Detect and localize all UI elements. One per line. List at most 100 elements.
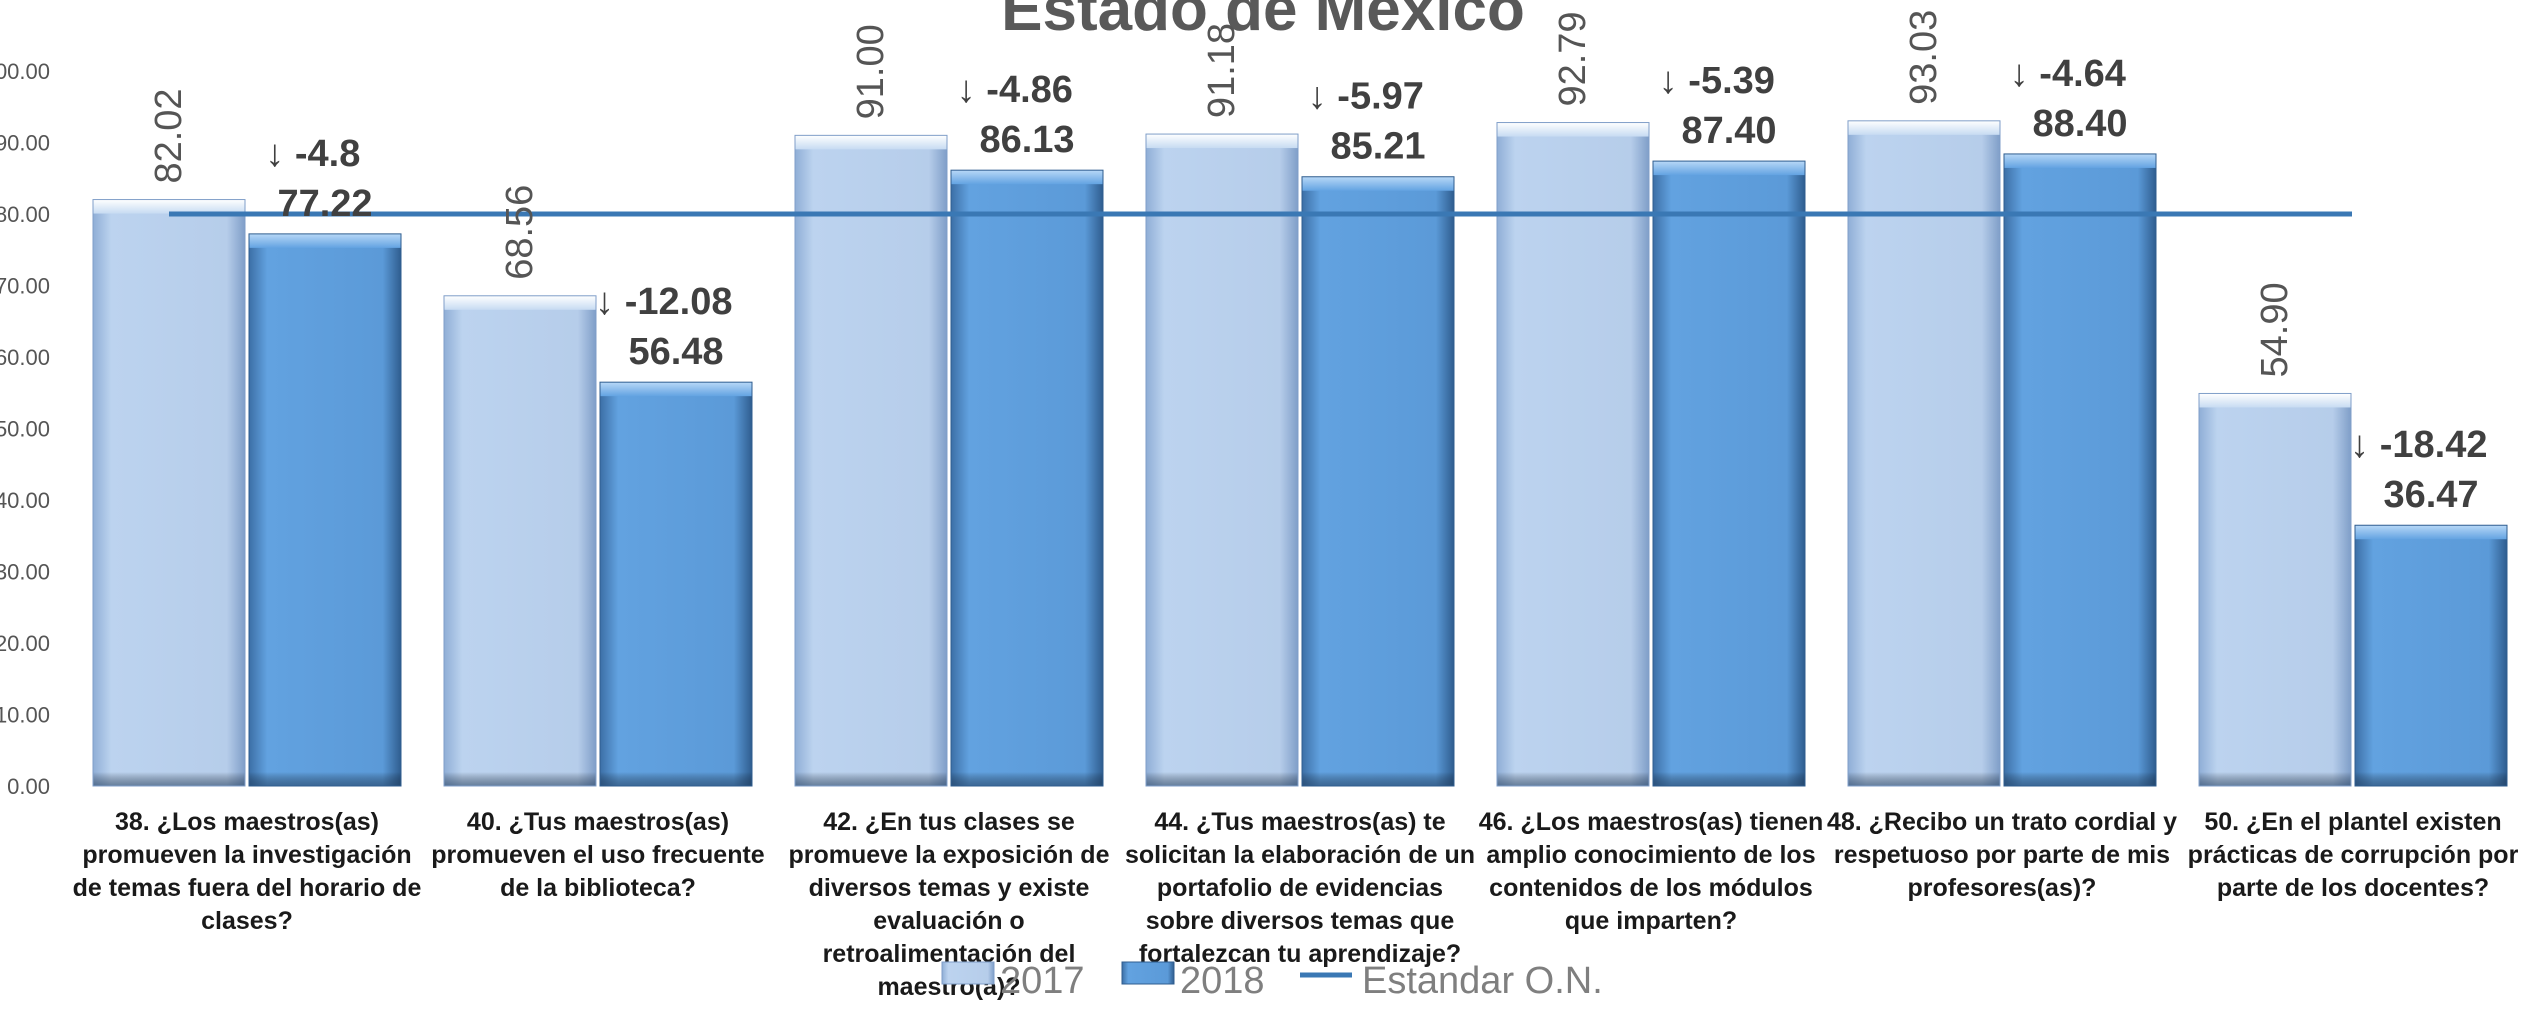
bar-top-bevel	[2004, 153, 2156, 168]
bar-body	[2199, 393, 2351, 786]
bar-outline	[1145, 133, 1299, 787]
y-tick-label: 70.00	[0, 274, 50, 299]
bar-2018-5	[1652, 160, 1806, 787]
bar-2018-7	[2354, 524, 2508, 787]
bar-bottom-bevel	[1653, 772, 1805, 786]
bar-top-bevel	[1146, 134, 1298, 149]
bar-body	[795, 135, 947, 787]
bar-bottom-bevel	[600, 772, 752, 786]
bar-outline	[1847, 120, 2001, 787]
bar-bottom-bevel	[951, 772, 1103, 786]
legend: 2017 2018 Estandar O.N.	[941, 960, 1603, 1002]
bar-outline	[794, 134, 948, 787]
bar-bottom-bevel	[795, 772, 947, 786]
data-label-2017: 82.02	[148, 88, 190, 183]
data-labels: 82.02 77.22 ↓ -4.8 68.56 56.48 ↓ -12.08 91.00 8…	[148, 10, 2487, 516]
bars	[92, 120, 2508, 787]
bar-bottom-bevel	[2004, 772, 2156, 786]
y-axis: 0.00 10.00 20.00 30.00 40.00 50.00 60.00 70.00 8…	[0, 59, 50, 799]
bar-bottom-bevel	[249, 772, 401, 786]
delta-label: ↓ -4.64	[2010, 53, 2126, 95]
category-label: 40. ¿Tus maestros(as) promueven el uso fr…	[431, 808, 765, 902]
bar-top-bevel	[444, 295, 596, 310]
y-tick-label: 40.00	[0, 488, 50, 513]
delta-label: ↓ -5.39	[1659, 60, 1775, 102]
y-tick-label: 30.00	[0, 560, 50, 585]
y-tick-label: 80.00	[0, 202, 50, 227]
bar-bottom-bevel	[444, 772, 596, 786]
bar-outline	[2198, 392, 2352, 787]
bar-body	[1302, 176, 1454, 786]
bar-top-bevel	[600, 382, 752, 397]
data-label-2017: 68.56	[499, 185, 541, 280]
legend-label-reference: Estandar O.N.	[1362, 960, 1603, 1002]
data-label-2018: 86.13	[979, 119, 1074, 161]
bar-body	[93, 199, 245, 786]
bar-body	[600, 382, 752, 786]
y-tick-label: 0.00	[7, 774, 50, 799]
bar-bottom-bevel	[1848, 772, 2000, 786]
category-label: 46. ¿Los maestros(as) tienen amplio conoc…	[1479, 808, 1824, 935]
bar-bottom-bevel	[1497, 772, 1649, 786]
y-tick-label: 60.00	[0, 345, 50, 370]
y-tick-label: 20.00	[0, 631, 50, 656]
data-label-2018: 88.40	[2032, 103, 2127, 145]
bar-top-bevel	[1497, 122, 1649, 137]
bar-top-bevel	[795, 135, 947, 150]
bar-outline	[443, 295, 597, 787]
bar-2018-4	[1301, 176, 1455, 787]
bar-2018-1	[248, 233, 402, 787]
data-label-2017: 93.03	[1903, 10, 1945, 105]
data-label-2018: 77.22	[277, 183, 372, 225]
bar-2017-1	[92, 199, 246, 787]
data-label-2017: 91.00	[850, 24, 892, 119]
bar-body	[951, 170, 1103, 786]
bar-outline	[248, 233, 402, 787]
category-label: 38. ¿Los maestros(as) promueven la invest…	[73, 808, 422, 935]
bar-top-bevel	[1302, 176, 1454, 191]
bar-top-bevel	[951, 170, 1103, 185]
legend-swatch-2017	[941, 961, 995, 985]
data-label-2018: 85.21	[1330, 126, 1425, 168]
data-label-2018: 36.47	[2383, 474, 2478, 516]
bar-2018-6	[2003, 153, 2157, 787]
category-labels: 38. ¿Los maestros(as) promueven la invest…	[73, 808, 2519, 1001]
bar-body	[2004, 153, 2156, 786]
bar-top-bevel	[93, 199, 245, 214]
bar-body	[1848, 120, 2000, 786]
data-label-2018: 87.40	[1681, 110, 1776, 152]
chart-title: Estado de México	[1001, 0, 1525, 44]
bar-body	[1653, 161, 1805, 787]
bar-bottom-bevel	[2199, 772, 2351, 786]
bar-body	[1146, 134, 1298, 787]
data-label-2017: 91.18	[1201, 23, 1243, 118]
bar-2017-3	[794, 134, 948, 787]
bar-bottom-bevel	[1146, 772, 1298, 786]
bar-2017-5	[1496, 122, 1650, 787]
legend-swatch-2018	[1121, 961, 1175, 985]
y-tick-label: 10.00	[0, 703, 50, 728]
y-tick-label: 100.00	[0, 59, 50, 84]
bar-outline	[1652, 160, 1806, 787]
category-label: 44. ¿Tus maestros(as) te solicitan la ela…	[1125, 808, 1475, 968]
data-label-2017: 54.90	[2254, 282, 2296, 377]
bar-bottom-bevel	[2355, 772, 2507, 786]
data-label-2018: 56.48	[628, 331, 723, 373]
bar-2017-4	[1145, 133, 1299, 787]
bar-body	[2355, 525, 2507, 786]
bar-2017-7	[2198, 392, 2352, 787]
bar-outline	[599, 381, 753, 787]
delta-label: ↓ -18.42	[2350, 424, 2487, 466]
bar-body	[1497, 122, 1649, 786]
bar-top-bevel	[2199, 393, 2351, 408]
bar-2017-2	[443, 295, 597, 787]
y-tick-label: 90.00	[0, 131, 50, 156]
data-label-2017: 92.79	[1552, 11, 1594, 106]
legend-label-2018: 2018	[1180, 960, 1265, 1002]
bar-2018-3	[950, 169, 1104, 787]
bar-outline	[1301, 176, 1455, 787]
bar-top-bevel	[249, 233, 401, 248]
delta-label: ↓ -4.86	[957, 69, 1073, 111]
delta-label: ↓ -5.97	[1308, 76, 1424, 118]
